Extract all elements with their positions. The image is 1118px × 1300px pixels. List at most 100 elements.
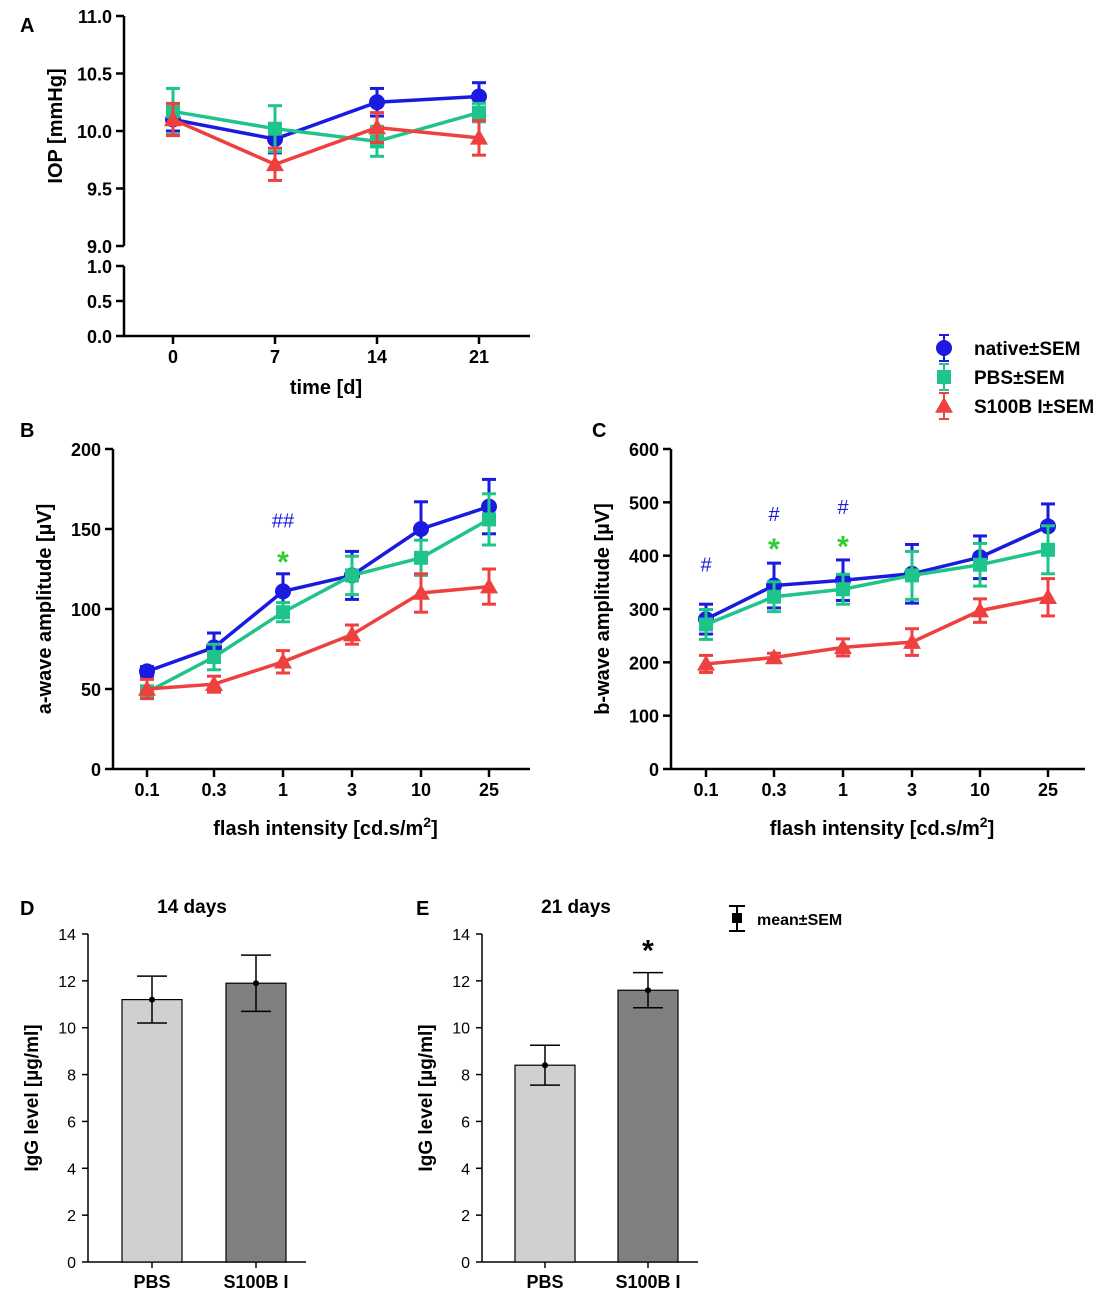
panel-label-d: D [20, 898, 34, 920]
x-tick-label: 10 [970, 780, 990, 800]
y-tick-label: 2 [67, 1208, 76, 1225]
panel-b-a-wave-chart: B 0 50 100 150 200 0.1 0.3 1 3 10 25 flash intensit… [20, 420, 530, 840]
data-point-s100b [205, 675, 223, 691]
x-tick-label: 25 [479, 780, 499, 800]
series-line-s100b [146, 584, 490, 691]
x-tick-label: 1 [278, 780, 288, 800]
x-tick-label: 0.3 [761, 780, 786, 800]
data-point-s100b [765, 648, 783, 665]
panel-d-title: 14 days [157, 897, 227, 918]
bar-pbs [121, 998, 183, 1263]
y-tick-label: 12 [58, 974, 76, 991]
y-tick-label: 9.5 [87, 180, 112, 200]
x-tick-label: 3 [347, 780, 357, 800]
legend-label-pbs: PBS±SEM [974, 368, 1065, 389]
x-axis-title: flash intensity [cd.s/m2] [770, 814, 995, 840]
series-line-pbs [146, 517, 490, 694]
data-point-pbs [767, 589, 781, 604]
x-tick-label: 0.3 [201, 780, 226, 800]
data-point-pbs [345, 568, 359, 583]
y-axis-title: IOP [mmHg] [45, 68, 67, 183]
data-point-pbs [973, 557, 987, 572]
y-tick-label: 100 [71, 600, 101, 620]
data-point-pbs [905, 568, 919, 583]
y-tick-label: 8 [461, 1068, 470, 1085]
panel-label-c: C [592, 420, 606, 442]
series-line-s100b [172, 117, 480, 167]
significance-star: * [642, 935, 654, 968]
y-axis-title: b-wave amplitude [µV] [592, 503, 614, 715]
data-point-s100b [164, 110, 182, 127]
y-tick-label: 8 [67, 1068, 76, 1085]
data-point-pbs [276, 605, 290, 620]
series-line-pbs [172, 109, 480, 144]
panel-a-iop-chart: A 9.0 9.5 10.0 10.5 11.0 0.0 0.5 1.0 0 7 14 21 time … [20, 7, 530, 399]
data-point-native [139, 663, 155, 680]
panel-label-b: B [20, 420, 34, 442]
y-axis-title: IgG level [µg/ml] [416, 1024, 437, 1171]
data-point-s100b [266, 155, 284, 172]
y-tick-label: 4 [67, 1161, 76, 1178]
significance-star: * [837, 530, 849, 563]
data-point-s100b [412, 584, 430, 600]
x-tick-label: PBS [526, 1272, 563, 1292]
data-point-pbs [482, 512, 496, 527]
y-tick-label: 1.0 [87, 257, 112, 277]
data-point-pbs [207, 650, 221, 664]
y-tick-label: 0.5 [87, 292, 112, 312]
x-axis-title-end: ] [431, 818, 438, 840]
y-tick-label: 0 [461, 1255, 470, 1272]
legend-marker-native [936, 340, 952, 356]
y-tick-label: 10.5 [77, 65, 112, 85]
x-tick-label: 14 [367, 347, 387, 367]
bar-mean-point [253, 980, 259, 987]
x-tick-label: 10 [411, 780, 431, 800]
significance-hash: # [768, 504, 780, 526]
panel-label-e: E [416, 898, 429, 920]
x-axis-title-main: flash intensity [cd.s/m [770, 818, 980, 840]
legend-marker-mean [732, 913, 742, 923]
x-axis-title: flash intensity [cd.s/m2] [213, 814, 438, 840]
x-tick-label: S100B I [223, 1272, 288, 1292]
y-tick-label: 10 [58, 1021, 76, 1038]
x-tick-label: 1 [838, 780, 848, 800]
y-tick-label: 0 [649, 760, 659, 780]
y-axis-title: a-wave amplitude [µV] [34, 504, 56, 714]
panel-c-b-wave-chart: C 0 100 200 300 400 500 600 0.1 0.3 1 3 10 25 flash i… [592, 420, 1085, 840]
legend-label-s100b: S100B I±SEM [974, 397, 1094, 418]
y-tick-label: 11.0 [78, 7, 112, 27]
data-point-s100b [903, 633, 921, 649]
data-point-pbs [1041, 542, 1055, 557]
data-point-s100b [971, 601, 989, 618]
y-tick-label: 4 [461, 1161, 470, 1178]
y-tick-label: 300 [629, 600, 659, 620]
x-axis-title-superscript: 2 [980, 814, 988, 830]
y-tick-label: 10 [452, 1021, 470, 1038]
series-line-native [705, 524, 1049, 621]
y-tick-label: 150 [71, 520, 101, 540]
x-axis-title-end: ] [988, 818, 995, 840]
data-point-s100b [697, 654, 715, 671]
data-point-pbs [414, 550, 428, 565]
legend-mean-sem: mean±SEM [729, 905, 842, 932]
y-tick-label: 0 [91, 760, 101, 780]
x-tick-label: 25 [1038, 780, 1058, 800]
x-tick-label: 3 [907, 780, 917, 800]
bar-pbs [514, 1064, 576, 1263]
y-tick-label: 100 [629, 707, 659, 727]
y-tick-label: 9.0 [87, 237, 112, 257]
significance-star: * [277, 546, 289, 579]
data-point-native [275, 583, 291, 600]
panel-label-a: A [20, 15, 34, 37]
x-tick-label: S100B I [615, 1272, 680, 1292]
significance-hash: # [700, 555, 712, 577]
legend-marker-s100b [935, 397, 953, 413]
data-point-s100b [480, 577, 498, 594]
x-tick-label: 0 [168, 347, 178, 367]
y-tick-label: 10.0 [77, 122, 112, 142]
data-point-s100b [834, 638, 852, 655]
x-axis-title-main: flash intensity [cd.s/m [213, 818, 423, 840]
y-tick-label: 0 [67, 1255, 76, 1272]
data-point-s100b [274, 652, 292, 669]
